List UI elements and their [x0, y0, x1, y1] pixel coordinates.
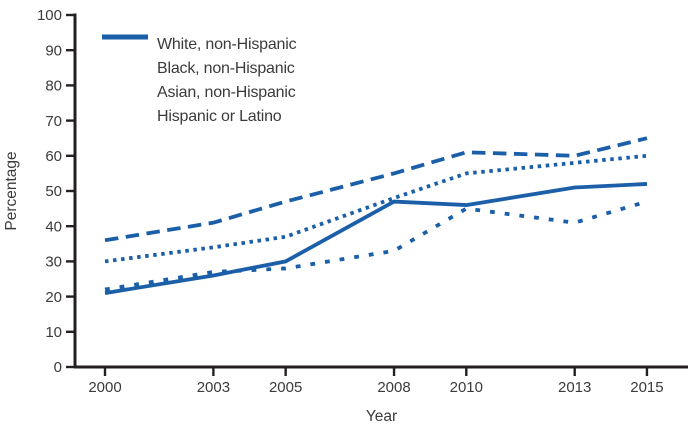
y-tick-label: 30 — [45, 254, 62, 271]
y-tick-label: 100 — [37, 7, 62, 24]
y-tick-label: 40 — [45, 218, 62, 235]
x-tick-label: 2013 — [558, 379, 591, 396]
x-tick-label: 2008 — [377, 379, 410, 396]
legend-item-2: Asian, non-Hispanic — [102, 34, 296, 105]
y-axis-title: Percentage — [3, 151, 20, 230]
x-tick-label: 2015 — [630, 379, 663, 396]
x-tick-label: 2010 — [450, 379, 483, 396]
y-tick-label: 20 — [45, 289, 62, 306]
x-axis-title: Year — [366, 408, 397, 425]
y-tick-label: 10 — [45, 324, 62, 341]
x-tick-label: 2005 — [269, 379, 302, 396]
legend-label: Asian, non-Hispanic — [157, 84, 296, 101]
series-line-3 — [104, 199, 648, 292]
legend-label: Hispanic or Latino — [157, 108, 282, 125]
y-tick-label: 70 — [45, 113, 62, 130]
y-tick-label: 50 — [45, 183, 62, 200]
series-line-2 — [104, 182, 648, 295]
y-tick-label: 90 — [45, 42, 62, 59]
y-tick-label: 0 — [54, 359, 62, 376]
legend-item-3: Hispanic or Latino — [102, 34, 296, 129]
chart-legend: White, non-Hispanic Black, non-Hispanic As… — [102, 33, 297, 129]
y-tick-label: 80 — [45, 78, 62, 95]
series-line-0 — [104, 136, 648, 243]
legend-label: Black, non-Hispanic — [157, 60, 295, 77]
y-tick-label: 60 — [45, 148, 62, 165]
legend-item-1: Black, non-Hispanic — [102, 34, 296, 81]
x-tick-label: 2003 — [197, 379, 230, 396]
x-tick-label: 2000 — [88, 379, 121, 396]
series-line-1 — [104, 153, 648, 264]
legend-label: White, non-Hispanic — [157, 36, 297, 53]
